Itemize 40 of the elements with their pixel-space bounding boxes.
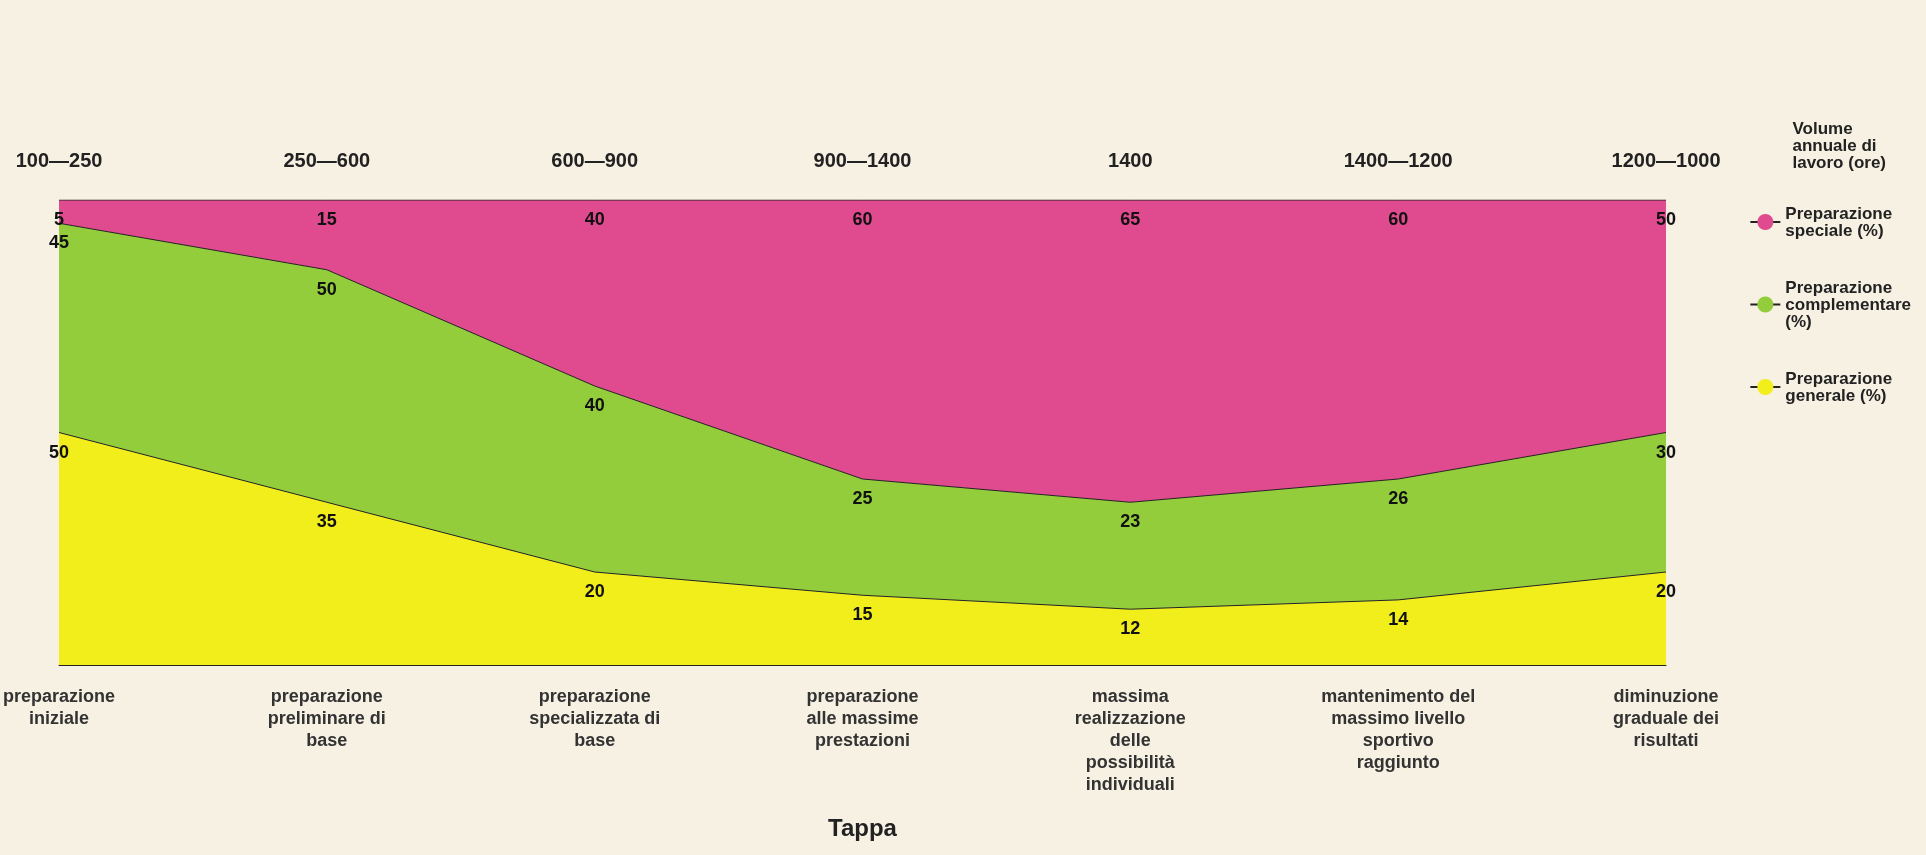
- data-label: 35: [316, 511, 337, 532]
- data-label: 15: [316, 209, 337, 229]
- x-tick-label: preparazione preliminare di base: [267, 686, 386, 750]
- data-label: 20: [584, 581, 605, 601]
- data-label: 5: [54, 209, 65, 229]
- data-label: 65: [1120, 209, 1141, 229]
- data-label: 40: [584, 395, 605, 415]
- data-label: 45: [49, 232, 70, 253]
- x-tick-label: preparazione iniziale: [2, 686, 116, 728]
- text: 1400—1200: [1343, 149, 1453, 171]
- text: 1400: [1108, 149, 1153, 171]
- data-label: 40: [584, 209, 605, 229]
- text: 900—1400: [813, 149, 912, 171]
- data-label: 50: [49, 441, 70, 462]
- data-label: 14: [1388, 608, 1409, 629]
- x-tick-label: preparazione alle massime prestazioni: [806, 686, 919, 750]
- data-label: 26: [1388, 488, 1409, 508]
- text: 250—600: [283, 149, 371, 171]
- x-tick-label: preparazione specializzata di base: [529, 686, 661, 750]
- data-label: 60: [1388, 209, 1409, 229]
- data-label: 30: [1655, 441, 1677, 462]
- data-label: 12: [1120, 618, 1141, 639]
- data-label: 15: [852, 604, 873, 625]
- legend-label: Preparazione speciale (%): [1785, 204, 1893, 240]
- data-label: 50: [316, 278, 337, 299]
- data-label: 60: [852, 209, 873, 229]
- text: 1200—1000: [1611, 149, 1721, 171]
- legend-label: Preparazione complementare (%): [1785, 278, 1912, 331]
- legend-label: Preparazione generale (%): [1785, 369, 1893, 405]
- x-axis-title: Tappa: [828, 813, 898, 841]
- x-tick-label: massima realizzazione delle possibilità individuali: [1074, 686, 1186, 794]
- data-label: 50: [1655, 209, 1677, 229]
- x-tick-label: mantenimento del massimo livello sportivo raggiunto: [1321, 686, 1476, 772]
- data-label: 25: [852, 488, 873, 508]
- text: Volume annuale di lavoro (ore): [1792, 119, 1887, 172]
- text: 600—900: [551, 149, 639, 171]
- text: 100—250: [15, 149, 103, 171]
- x-tick-label: diminuzione graduale dei risultati: [1612, 686, 1720, 750]
- data-label: 20: [1655, 581, 1677, 601]
- data-label: 23: [1120, 511, 1141, 532]
